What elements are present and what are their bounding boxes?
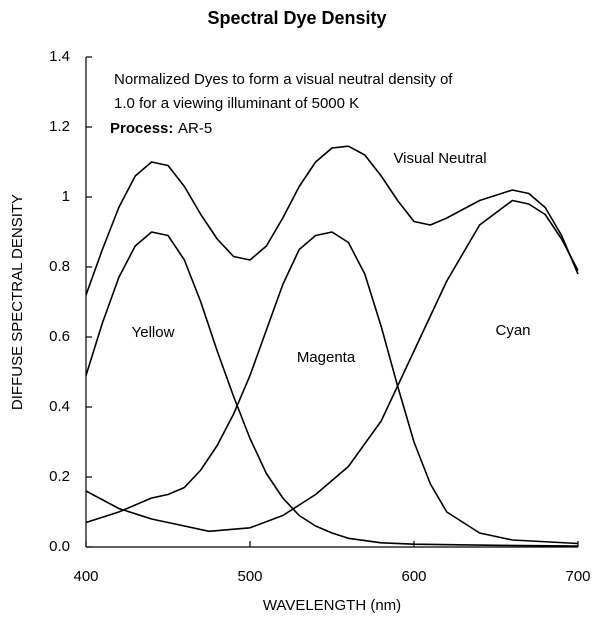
y-tick-label: 0.6 <box>49 328 70 345</box>
x-axis-label: WAVELENGTH (nm) <box>263 597 401 614</box>
series-label: Yellow <box>132 324 175 341</box>
series-label: Cyan <box>495 322 530 339</box>
x-tick-label: 700 <box>565 568 590 585</box>
annotation: AR-5 <box>178 120 212 137</box>
series-label: Visual Neutral <box>393 150 486 167</box>
y-tick-label: 1.4 <box>49 48 70 65</box>
series-line <box>85 231 579 547</box>
series-line <box>85 145 579 296</box>
chart-title: Spectral Dye Density <box>207 8 386 28</box>
annotation: Process: <box>110 120 173 137</box>
y-tick-label: 0.4 <box>49 398 70 415</box>
y-axis-label: DIFFUSE SPECTRAL DENSITY <box>9 194 26 410</box>
y-tick-label: 1.2 <box>49 118 70 135</box>
series-line <box>85 231 579 545</box>
y-tick-label: 0.8 <box>49 258 70 275</box>
x-tick-label: 400 <box>73 568 98 585</box>
series-label: Magenta <box>297 349 356 366</box>
x-tick-label: 500 <box>237 568 262 585</box>
y-tick-label: 1 <box>62 188 70 205</box>
x-tick-label: 600 <box>401 568 426 585</box>
y-tick-label: 0.2 <box>49 468 70 485</box>
series-line <box>85 199 579 533</box>
annotation: 1.0 for a viewing illuminant of 5000 K <box>114 95 359 112</box>
y-tick-label: 0.0 <box>49 538 70 555</box>
annotation: Normalized Dyes to form a visual neutral… <box>114 71 453 88</box>
